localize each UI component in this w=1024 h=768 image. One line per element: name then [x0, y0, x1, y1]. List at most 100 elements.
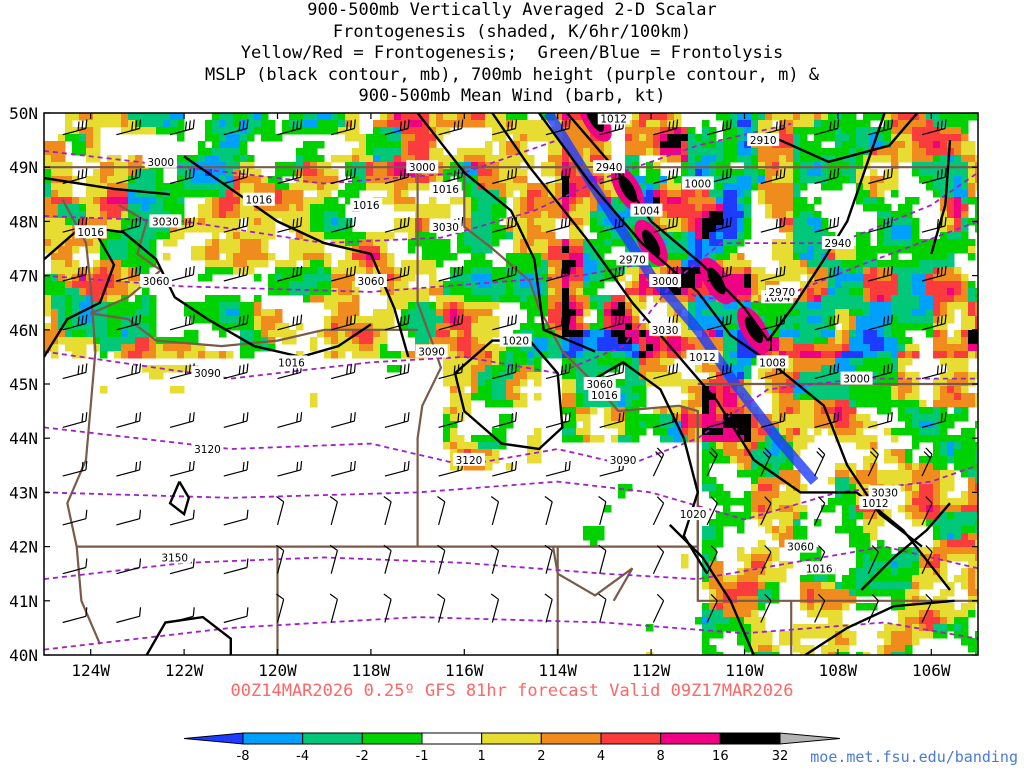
shading-cell	[65, 120, 73, 128]
shading-cell	[849, 295, 857, 303]
shading-cell	[268, 218, 276, 226]
shading-cell	[954, 407, 962, 415]
shading-cell	[611, 400, 619, 408]
shading-cell	[667, 134, 675, 142]
shading-cell	[919, 162, 927, 170]
shading-cell	[716, 407, 724, 415]
shading-cell	[695, 309, 703, 317]
shading-cell	[436, 302, 444, 310]
shading-cell	[296, 218, 304, 226]
shading-cell	[968, 246, 976, 254]
shading-cell	[121, 176, 129, 184]
shading-cell	[191, 246, 199, 254]
shading-cell	[793, 330, 801, 338]
shading-cell	[331, 225, 339, 233]
shading-cell	[338, 155, 346, 163]
shading-cell	[492, 372, 500, 380]
shading-cell	[492, 449, 500, 457]
shading-cell	[597, 344, 605, 352]
shading-cell	[142, 309, 150, 317]
shading-cell	[639, 295, 647, 303]
shading-cell	[163, 113, 171, 121]
shading-cell	[884, 337, 892, 345]
shading-cell	[380, 288, 388, 296]
shading-cell	[779, 400, 787, 408]
shading-cell	[331, 267, 339, 275]
shading-cell	[625, 218, 633, 226]
shading-cell	[793, 246, 801, 254]
shading-cell	[772, 309, 780, 317]
shading-cell	[758, 155, 766, 163]
shading-cell	[975, 491, 978, 499]
shading-cell	[821, 365, 829, 373]
shading-cell	[135, 197, 143, 205]
shading-cell	[716, 435, 724, 443]
shading-cell	[926, 302, 934, 310]
shading-cell	[464, 183, 472, 191]
shading-cell	[219, 295, 227, 303]
shading-cell	[457, 330, 465, 338]
shading-cell	[254, 302, 262, 310]
shading-cell	[632, 323, 640, 331]
shading-cell	[443, 281, 451, 289]
shading-cell	[443, 323, 451, 331]
shading-cell	[625, 323, 633, 331]
shading-cell	[751, 295, 759, 303]
shading-cell	[597, 239, 605, 247]
shading-cell	[632, 393, 640, 401]
shading-cell	[51, 309, 59, 317]
shading-cell	[744, 183, 752, 191]
shading-cell	[296, 176, 304, 184]
shading-cell	[408, 246, 416, 254]
shading-cell	[863, 526, 871, 534]
shading-cell	[730, 183, 738, 191]
shading-cell	[184, 309, 192, 317]
shading-cell	[821, 169, 829, 177]
shading-cell	[478, 169, 486, 177]
shading-cell	[814, 148, 822, 156]
shading-cell	[408, 127, 416, 135]
shading-cell	[457, 435, 465, 443]
shading-cell	[107, 246, 115, 254]
shading-cell	[597, 260, 605, 268]
shading-cell	[464, 365, 472, 373]
shading-cell	[317, 211, 325, 219]
shading-cell	[961, 232, 969, 240]
shading-cell	[919, 491, 927, 499]
shading-cell	[968, 288, 976, 296]
shading-cell	[884, 225, 892, 233]
shading-cell	[226, 218, 234, 226]
shading-cell	[212, 260, 220, 268]
shading-cell	[933, 442, 941, 450]
shading-cell	[359, 323, 367, 331]
shading-cell	[499, 442, 507, 450]
shading-cell	[751, 302, 759, 310]
shading-cell	[919, 113, 927, 121]
shading-cell	[695, 169, 703, 177]
shading-cell	[716, 337, 724, 345]
shading-cell	[954, 330, 962, 338]
shading-cell	[940, 435, 948, 443]
shading-cell	[653, 134, 661, 142]
shading-cell	[541, 120, 549, 128]
shading-cell	[646, 169, 654, 177]
shading-cell	[464, 162, 472, 170]
shading-cell	[744, 127, 752, 135]
shading-cell	[954, 148, 962, 156]
shading-cell	[702, 246, 710, 254]
shading-cell	[534, 372, 542, 380]
shading-cell	[58, 169, 66, 177]
shading-cell	[807, 281, 815, 289]
shading-cell	[296, 225, 304, 233]
shading-cell	[926, 253, 934, 261]
shading-cell	[324, 337, 332, 345]
shading-cell	[660, 155, 668, 163]
shading-cell	[737, 148, 745, 156]
shading-cell	[835, 386, 843, 394]
shading-cell	[317, 253, 325, 261]
shading-cell	[562, 372, 570, 380]
shading-cell	[898, 428, 906, 436]
shading-cell	[723, 323, 731, 331]
shading-cell	[380, 141, 388, 149]
shading-cell	[800, 267, 808, 275]
